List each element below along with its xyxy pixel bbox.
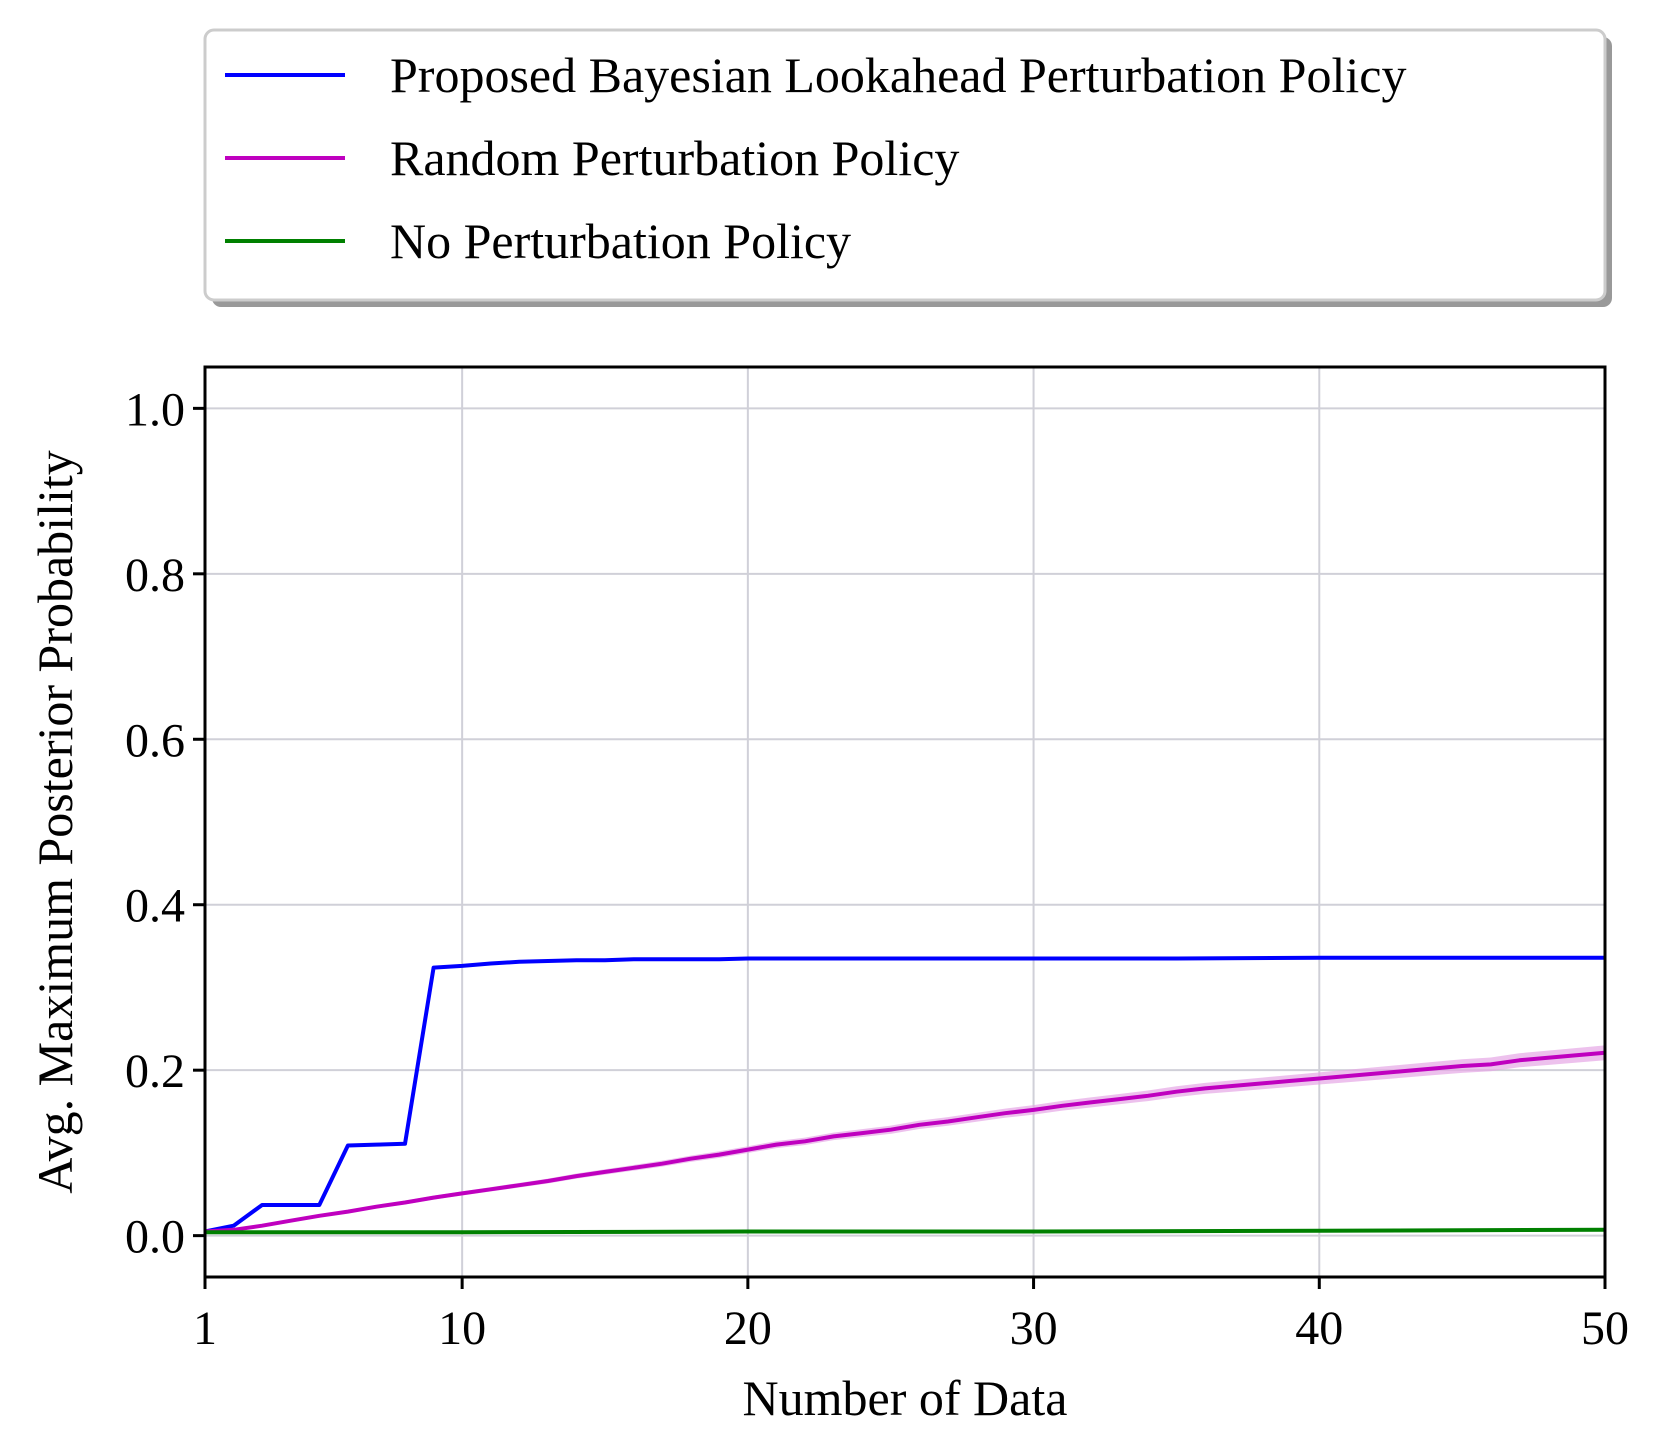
y-tick-label-0.0: 0.0: [125, 1211, 185, 1264]
legend-label-proposed-bayesian-lookahead-perturbation-policy: Proposed Bayesian Lookahead Perturbation…: [390, 47, 1406, 103]
plot-background: [205, 367, 1605, 1277]
axis-ticks: 1 10 20 30 40 50 0.0 0.2 0.4 0.6 0.8 1.0: [125, 383, 1629, 1355]
plot-frame: [203, 365, 1607, 1279]
legend-box: [203, 28, 1607, 302]
x-tick-label-1: 1: [193, 1302, 217, 1355]
legend-label-random-perturbation-policy: Random Perturbation Policy: [390, 130, 959, 186]
series-line-proposed-bayesian-lookahead-perturbation-policy: [204, 955, 1605, 1234]
series-line-random-perturbation-policy: [204, 1050, 1606, 1234]
plot-area: 1 10 20 30 40 50 0.0 0.2 0.4 0.6 0.8 1.0: [125, 365, 1629, 1355]
x-axis-label: Number of Data: [743, 1370, 1068, 1426]
y-tick-label-0.2: 0.2: [125, 1045, 185, 1098]
y-tick-label-0.4: 0.4: [125, 880, 185, 933]
y-axis-label: Avg. Maximum Posterior Probability: [27, 450, 83, 1193]
y-tick-label-0.8: 0.8: [125, 549, 185, 602]
y-tick-label-0.6: 0.6: [125, 714, 185, 767]
legend: Proposed Bayesian Lookahead Perturbation…: [203, 28, 1612, 307]
x-tick-label-20: 20: [724, 1302, 772, 1355]
y-tick-label-1.0: 1.0: [125, 383, 185, 436]
x-tick-label-10: 10: [438, 1302, 486, 1355]
x-tick-label-30: 30: [1010, 1302, 1058, 1355]
legend-label-no-perturbation-policy: No Perturbation Policy: [390, 213, 851, 269]
series-lines: [204, 955, 1606, 1235]
series-line-no-perturbation-policy: [205, 1227, 1606, 1235]
x-tick-label-40: 40: [1295, 1302, 1343, 1355]
x-tick-label-50: 50: [1581, 1302, 1629, 1355]
